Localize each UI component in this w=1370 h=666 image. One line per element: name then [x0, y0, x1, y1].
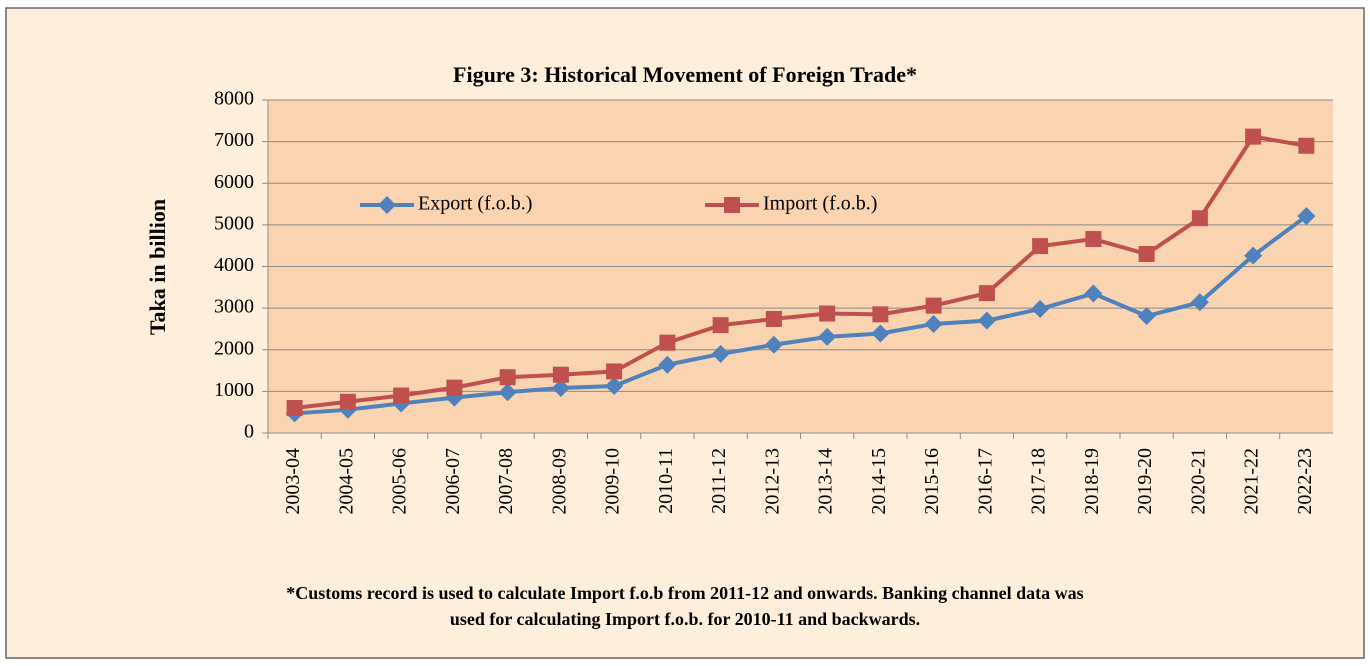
marker [551, 379, 570, 398]
y-tick-label: 3000 [214, 296, 254, 318]
y-tick-label: 2000 [214, 337, 254, 359]
marker [606, 363, 623, 380]
x-tick-label: 2003-04 [282, 448, 304, 515]
marker [339, 393, 356, 410]
marker [977, 311, 996, 330]
marker [659, 334, 676, 351]
marker [1137, 307, 1156, 326]
y-tick-label: 8000 [214, 88, 254, 110]
y-axis-label: Taka in billion [145, 199, 170, 335]
marker [1245, 128, 1262, 145]
marker [765, 310, 782, 327]
marker [1297, 207, 1316, 226]
marker [925, 297, 942, 314]
y-tick-label: 5000 [214, 212, 254, 234]
marker [1031, 299, 1050, 318]
marker [872, 306, 889, 323]
x-tick-label: 2018-19 [1081, 448, 1103, 515]
marker [286, 400, 303, 417]
marker [724, 197, 740, 213]
series-line [294, 214, 1308, 416]
x-tick-label: 2012-13 [761, 448, 783, 515]
marker [1085, 231, 1102, 248]
x-tick-label: 2004-05 [335, 448, 357, 515]
footnote: used for calculating Import f.o.b. for 2… [450, 609, 920, 629]
y-tick-label: 7000 [214, 129, 254, 151]
x-tick-label: 2017-18 [1028, 448, 1050, 515]
marker [871, 324, 890, 343]
x-tick-label: 2014-15 [868, 448, 890, 515]
marker [1190, 293, 1209, 312]
marker [393, 387, 410, 404]
marker [712, 317, 729, 334]
marker [499, 369, 516, 386]
x-tick-label: 2021-22 [1241, 448, 1263, 515]
marker [924, 314, 943, 333]
marker [498, 383, 517, 402]
x-tick-label: 2011-12 [708, 448, 730, 514]
y-tick-label: 1000 [214, 379, 254, 401]
x-tick-label: 2006-07 [442, 448, 464, 515]
legend-label: Import (f.o.b.) [763, 193, 877, 215]
x-tick-label: 2009-10 [602, 448, 624, 515]
marker [819, 305, 836, 322]
marker [1298, 137, 1315, 154]
x-tick-label: 2008-09 [548, 448, 570, 515]
chart-title: Figure 3: Historical Movement of Foreign… [453, 62, 917, 87]
x-tick-label: 2010-11 [655, 448, 677, 514]
series-line [294, 134, 1307, 411]
marker [711, 344, 730, 363]
marker [658, 355, 677, 374]
x-tick-label: 2022-23 [1294, 448, 1316, 515]
x-tick-label: 2005-06 [389, 448, 411, 515]
marker [978, 285, 995, 302]
marker [764, 335, 783, 354]
marker [1084, 284, 1103, 303]
y-tick-label: 4000 [214, 254, 254, 276]
x-tick-label: 2013-14 [815, 448, 837, 515]
y-tick-label: 6000 [214, 171, 254, 193]
y-tick-label: 0 [244, 421, 254, 443]
marker [605, 376, 624, 395]
marker [1032, 238, 1049, 255]
x-tick-label: 2007-08 [495, 448, 517, 515]
marker [1244, 246, 1263, 265]
legend-label: Export (f.o.b.) [418, 193, 532, 215]
x-tick-label: 2015-16 [921, 448, 943, 515]
x-tick-label: 2019-20 [1134, 448, 1156, 515]
marker [1191, 210, 1208, 227]
marker [378, 196, 396, 214]
footnote: *Customs record is used to calculate Imp… [286, 583, 1083, 603]
marker [1138, 246, 1155, 263]
x-tick-label: 2020-21 [1187, 448, 1209, 515]
marker [552, 366, 569, 383]
x-tick-label: 2016-17 [974, 448, 996, 515]
marker [446, 379, 463, 396]
marker [818, 327, 837, 346]
